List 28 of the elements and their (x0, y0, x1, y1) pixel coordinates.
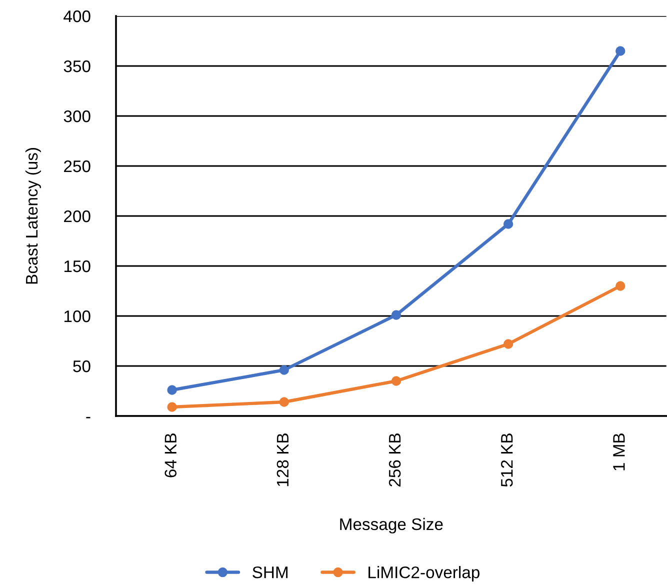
point (616, 46, 626, 56)
point (279, 365, 289, 375)
x-axis-title: Message Size (340, 518, 443, 534)
y-tick-label: 350 (64, 60, 90, 72)
y-tick-label: 200 (64, 210, 90, 222)
point (616, 281, 626, 291)
point (279, 397, 289, 407)
point (503, 339, 514, 349)
y-axis-title: Bcast Latency (us) (25, 148, 41, 284)
point (503, 219, 514, 229)
point (167, 385, 177, 395)
x-tick-label: 64 KB (164, 434, 177, 478)
y-tick-label: 100 (64, 310, 90, 322)
y-tick-label: - (86, 416, 90, 418)
legend-label: SHM (252, 566, 288, 578)
legend-label: LiMIC2-overlap (368, 566, 480, 582)
x-tick-label: 512 KB (500, 434, 513, 487)
y-tick-label: 150 (64, 260, 90, 272)
point (391, 310, 402, 320)
x-tick-label: 128 KB (276, 434, 289, 486)
y-tick-label: 250 (64, 160, 90, 172)
x-tick-label: 1 MB (613, 434, 625, 470)
y-tick-label: 50 (73, 360, 90, 372)
x-tick-label: 256 KB (388, 434, 401, 486)
point (167, 402, 177, 412)
point (391, 376, 402, 386)
y-tick-label: 400 (64, 10, 90, 22)
y-tick-label: 300 (64, 110, 90, 122)
